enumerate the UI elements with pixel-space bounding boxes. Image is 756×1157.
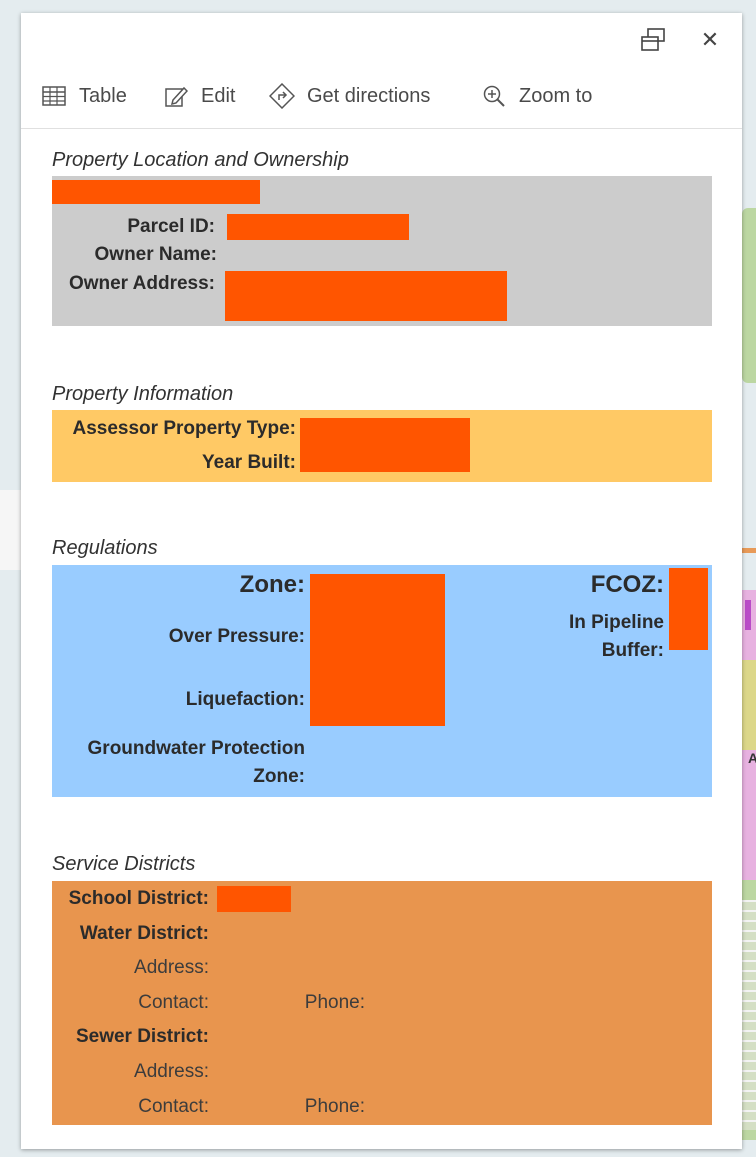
header-divider xyxy=(21,128,742,129)
feature-popup: ✕ Table E xyxy=(21,13,742,1149)
ownership-block: Parcel ID: Owner Name: Owner Address: xyxy=(52,176,712,326)
get-directions-label: Get directions xyxy=(307,84,431,107)
over-pressure-label: Over Pressure: xyxy=(168,626,305,647)
year-built-label: Year Built: xyxy=(202,452,296,473)
parcel-id-redaction xyxy=(227,214,409,240)
map-label: AG xyxy=(748,750,756,766)
liquefaction-label: Liquefaction: xyxy=(185,689,305,710)
school-district-redaction xyxy=(217,886,291,912)
zone-label: Zone: xyxy=(239,571,305,598)
owner-address-label: Owner Address: xyxy=(68,273,215,294)
edit-icon xyxy=(163,83,189,109)
sewer-district-label: Sewer District: xyxy=(75,1026,209,1047)
close-icon[interactable]: ✕ xyxy=(695,25,725,55)
parcel-id-label: Parcel ID: xyxy=(127,216,215,237)
regulations-block: Zone: Over Pressure: Liquefaction: Groun… xyxy=(52,565,712,797)
pipeline-buffer-label: Buffer: xyxy=(601,640,664,661)
edit-label: Edit xyxy=(201,84,236,107)
owner-name-label: Owner Name: xyxy=(94,244,217,265)
water-address-label: Address: xyxy=(134,957,209,978)
dock-icon[interactable] xyxy=(638,25,668,55)
get-directions-button[interactable]: Get directions xyxy=(269,75,430,117)
map-park-area xyxy=(742,208,756,383)
ownership-title: Property Location and Ownership xyxy=(52,149,349,171)
property-info-block: Assessor Property Type: Year Built: xyxy=(52,410,712,482)
property-type-label: Assessor Property Type: xyxy=(72,418,296,439)
popup-header: ✕ xyxy=(21,13,742,68)
service-districts-title: Service Districts xyxy=(52,853,196,875)
water-district-label: Water District: xyxy=(79,923,209,944)
owner-address-redaction xyxy=(225,271,507,321)
zoom-to-label: Zoom to xyxy=(519,84,593,107)
fcoz-label: FCOZ: xyxy=(590,571,664,598)
groundwater-label: Groundwater Protection xyxy=(87,738,305,759)
service-districts-block: School District: Water District: Address… xyxy=(52,881,712,1125)
map-road-line xyxy=(742,548,756,553)
address-redaction xyxy=(52,180,260,204)
map-parcel-grid xyxy=(742,900,756,1130)
property-info-redaction xyxy=(300,418,470,472)
table-button[interactable]: Table xyxy=(41,75,127,117)
close-glyph: ✕ xyxy=(700,27,720,52)
regulations-title: Regulations xyxy=(52,537,158,559)
zoom-to-icon xyxy=(481,83,507,109)
action-bar: Table Edit Get directions xyxy=(21,75,742,117)
sewer-contact-label: Contact: xyxy=(138,1096,209,1117)
map-zone-marker xyxy=(745,600,751,630)
water-contact-label: Contact: xyxy=(138,992,209,1013)
school-district-label: School District: xyxy=(68,888,209,909)
zoom-to-button[interactable]: Zoom to xyxy=(481,75,592,117)
property-info-title: Property Information xyxy=(52,383,234,405)
fcoz-redaction xyxy=(669,568,708,650)
water-phone-label: Phone: xyxy=(304,992,365,1013)
map-road xyxy=(0,490,22,570)
groundwater-zone-label: Zone: xyxy=(253,766,305,787)
sewer-phone-label: Phone: xyxy=(304,1096,365,1117)
pipeline-label: In Pipeline xyxy=(568,612,664,633)
table-icon xyxy=(41,83,67,109)
map-parcel-area xyxy=(740,660,756,750)
edit-button[interactable]: Edit xyxy=(163,75,235,117)
table-label: Table xyxy=(79,84,127,107)
sewer-address-label: Address: xyxy=(134,1061,209,1082)
regulations-redaction xyxy=(310,574,445,726)
directions-icon xyxy=(269,83,295,109)
